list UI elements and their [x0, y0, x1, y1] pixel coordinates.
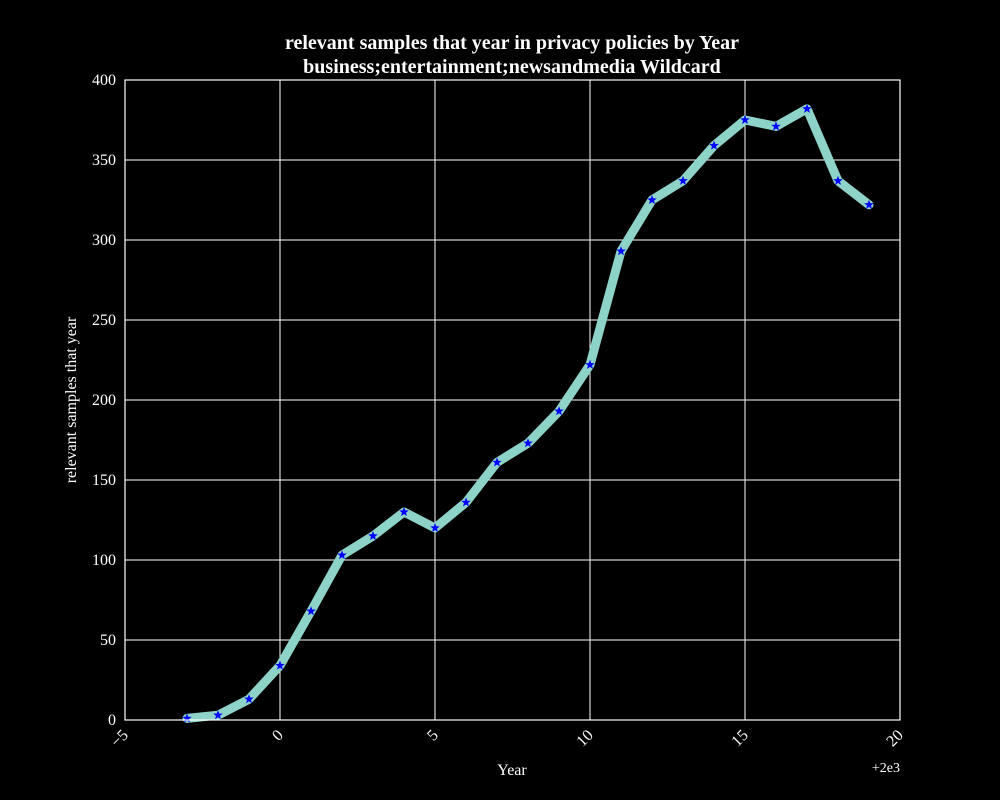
data-point-marker [616, 246, 626, 256]
data-point-marker [740, 115, 750, 125]
data-point-marker [337, 550, 347, 560]
data-point-marker [275, 660, 285, 670]
y-tick-label: 400 [92, 72, 116, 89]
data-point-marker [833, 175, 843, 185]
data-point-marker [554, 406, 564, 416]
data-point-marker [244, 694, 254, 704]
data-point-marker [678, 175, 688, 185]
y-axis-label: relevant samples that year [63, 316, 80, 483]
data-point-marker [647, 195, 657, 205]
data-point-marker [802, 103, 812, 113]
data-point-marker [523, 438, 533, 448]
y-tick-label: 300 [92, 232, 116, 249]
chart-title-line-1: relevant samples that year in privacy po… [285, 32, 739, 54]
data-point-marker [430, 523, 440, 533]
data-point-marker [709, 140, 719, 150]
y-tick-label: 100 [92, 552, 116, 569]
data-point-marker [585, 359, 595, 369]
data-point-marker [492, 457, 502, 467]
x-axis-label: Year [497, 762, 527, 779]
x-offset-label: +2e3 [872, 761, 900, 776]
series-group [182, 103, 874, 723]
y-axis-ticks: 0 50 100 150 200 250 300 350 400 [92, 72, 130, 729]
y-tick-label: 150 [92, 472, 116, 489]
y-tick-label: 50 [100, 632, 116, 649]
data-point-marker [368, 531, 378, 541]
data-point-marker [306, 606, 316, 616]
data-point-marker [771, 121, 781, 131]
data-point-marker [182, 713, 192, 723]
data-point-marker [399, 507, 409, 517]
data-point-marker [864, 199, 874, 209]
data-point-marker [461, 497, 471, 507]
y-tick-label: 350 [92, 152, 116, 169]
y-tick-label: 200 [92, 392, 116, 409]
y-tick-label: 0 [108, 712, 116, 729]
data-point-marker [213, 710, 223, 720]
chart-title-line-2: business;entertainment;newsandmedia Wild… [303, 56, 721, 78]
y-tick-label: 250 [92, 312, 116, 329]
